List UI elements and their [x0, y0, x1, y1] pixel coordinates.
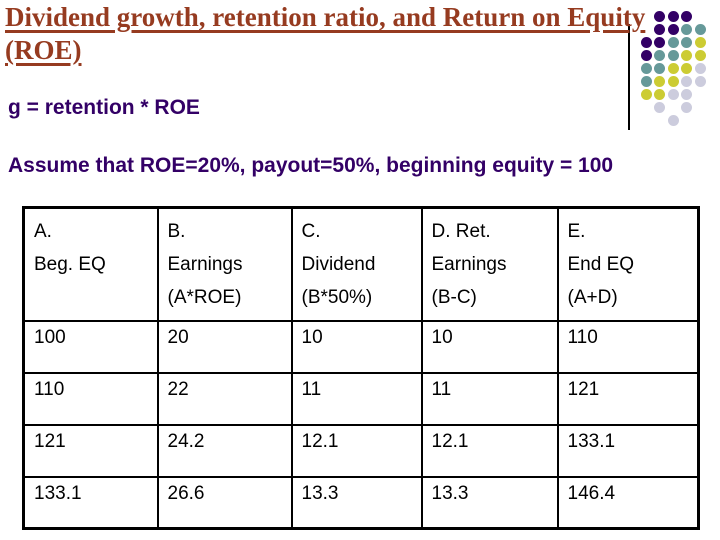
- table-cell: 121: [556, 371, 700, 426]
- title-line-2: (ROE): [5, 35, 82, 65]
- header-cell-ret-earnings: D. Ret. Earnings (B-C): [420, 206, 559, 322]
- table-cell: 13.3: [290, 475, 423, 530]
- table-cell: 11: [420, 371, 559, 426]
- table-cell: 146.4: [556, 475, 700, 530]
- table-cell: 100: [22, 319, 159, 374]
- decor-dot: [694, 23, 706, 35]
- title-line-1: Dividend growth, retention ratio, and Re…: [5, 2, 646, 32]
- decor-dot: [694, 49, 706, 61]
- decor-dot: [681, 36, 692, 48]
- equity-growth-table: A. Beg. EQ B. Earnings (A*ROE) C. Divide…: [22, 206, 700, 530]
- decor-dot: [654, 88, 665, 100]
- decor-dot: [681, 10, 692, 22]
- decor-dot: [640, 75, 652, 87]
- header-cell-end-eq: E. End EQ (A+D): [556, 206, 700, 322]
- header-cell-beg-eq: A. Beg. EQ: [22, 206, 159, 322]
- decor-dot: [640, 62, 652, 74]
- growth-formula-text: g = retention * ROE: [8, 96, 200, 119]
- table-cell: 11: [290, 371, 423, 426]
- decor-dot: [640, 49, 652, 61]
- decor-dot: [681, 101, 692, 113]
- table-cell: 110: [556, 319, 700, 374]
- decor-dot: [681, 49, 692, 61]
- table-row: 121 24.2 12.1 12.1 133.1: [22, 423, 700, 478]
- table-cell: 10: [420, 319, 559, 374]
- table-cell: 133.1: [22, 475, 159, 530]
- decor-dot: [654, 10, 665, 22]
- table-cell: 12.1: [290, 423, 423, 478]
- decor-dot: [654, 101, 665, 113]
- decor-dot: [654, 75, 665, 87]
- decor-dot: [640, 88, 652, 100]
- table-row: 110 22 11 11 121: [22, 371, 700, 426]
- decor-dot: [681, 75, 692, 87]
- table-cell: 110: [22, 371, 159, 426]
- decor-dot: [667, 114, 679, 126]
- header-cell-dividend: C. Dividend (B*50%): [290, 206, 423, 322]
- decor-dot: [667, 75, 679, 87]
- table-cell: 13.3: [420, 475, 559, 530]
- decor-dot: [654, 62, 665, 74]
- table-cell: 22: [156, 371, 293, 426]
- decor-dot: [667, 10, 679, 22]
- table-row: 133.1 26.6 13.3 13.3 146.4: [22, 475, 700, 530]
- table-cell: 24.2: [156, 423, 293, 478]
- decor-dot: [681, 88, 692, 100]
- decor-dot: [667, 36, 679, 48]
- table-cell: 121: [22, 423, 159, 478]
- table-cell: 12.1: [420, 423, 559, 478]
- decor-dot: [667, 62, 679, 74]
- decor-dot: [667, 23, 679, 35]
- table-cell: 20: [156, 319, 293, 374]
- decor-dot: [654, 23, 665, 35]
- decor-dot: [681, 23, 692, 35]
- decor-dot: [654, 49, 665, 61]
- slide-title: Dividend growth, retention ratio, and Re…: [5, 1, 645, 67]
- table-cell: 133.1: [556, 423, 700, 478]
- header-cell-earnings: B. Earnings (A*ROE): [156, 206, 293, 322]
- assumption-text: Assume that ROE=20%, payout=50%, beginni…: [8, 154, 614, 177]
- decor-dot: [694, 36, 706, 48]
- table-header-row: A. Beg. EQ B. Earnings (A*ROE) C. Divide…: [22, 206, 700, 322]
- table-row: 100 20 10 10 110: [22, 319, 700, 374]
- decor-dot: [667, 88, 679, 100]
- decor-dot: [681, 62, 692, 74]
- table-cell: 26.6: [156, 475, 293, 530]
- decor-dot: [694, 75, 706, 87]
- table-cell: 10: [290, 319, 423, 374]
- decor-dot: [667, 49, 679, 61]
- decor-dot: [694, 62, 706, 74]
- decorative-vertical-line: [628, 24, 630, 130]
- decor-dot: [640, 36, 652, 48]
- decor-dot: [654, 36, 665, 48]
